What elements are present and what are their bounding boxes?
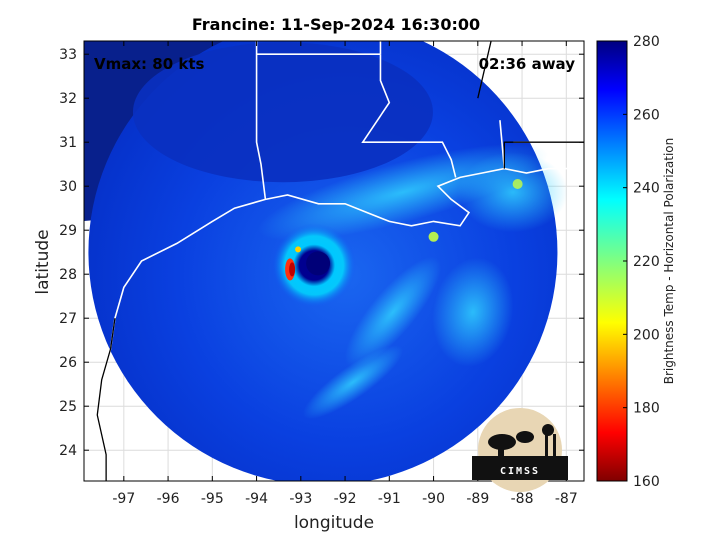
y-tick-label: 24 (59, 443, 77, 459)
colorbar (596, 40, 628, 482)
convective-core-inner (289, 262, 296, 277)
y-tick-label: 32 (59, 91, 77, 107)
state-border (499, 120, 506, 169)
colorbar-label: Brightness Temp - Horizontal Polarizatio… (662, 138, 676, 385)
storm-eye (306, 251, 331, 276)
x-tick-label: -91 (378, 491, 401, 507)
cimss-logo-text: CIMSS (500, 466, 540, 477)
y-tick-label: 30 (59, 179, 77, 195)
microwave-swath (84, 41, 568, 481)
y-tick-label: 25 (59, 399, 77, 415)
colorbar-tick-label: 200 (633, 327, 660, 343)
x-tick-label: -95 (201, 491, 224, 507)
y-tick-label: 27 (59, 311, 77, 327)
map-outline (503, 141, 584, 169)
x-axis-ticks: -97 -96 -95 -94 -93 -92 -91 -90 -89 -88 -87 (112, 41, 578, 507)
plot-area (84, 41, 584, 481)
colorbar-tick-label: 280 (633, 34, 660, 50)
x-tick-label: -87 (555, 491, 578, 507)
convective-spot (428, 231, 439, 242)
rain-band (302, 345, 403, 420)
chart-title: Francine: 11-Sep-2024 16:30:00 (192, 15, 480, 34)
axes-frame (83, 40, 585, 482)
coastline (96, 41, 584, 481)
colorbar-tick-label: 240 (633, 181, 660, 197)
colorbar-tick-label: 220 (633, 254, 660, 270)
rain-band (344, 256, 441, 368)
colorbar-tick-label: 260 (633, 107, 660, 123)
y-tick-label: 31 (59, 135, 77, 151)
land-region (132, 42, 433, 183)
y-axis-ticks: 24 25 26 27 28 29 30 31 32 33 (59, 47, 584, 459)
colorbar-tick-label: 160 (633, 474, 660, 490)
colorbar-ticks: 160 180 200 220 240 260 280 (623, 34, 660, 490)
x-tick-label: -97 (112, 491, 135, 507)
x-tick-label: -92 (334, 491, 357, 507)
x-tick-label: -90 (422, 491, 445, 507)
y-tick-label: 29 (59, 223, 77, 239)
rain-band (457, 152, 568, 233)
x-tick-label: -89 (466, 491, 489, 507)
y-tick-label: 26 (59, 355, 77, 371)
x-tick-label: -93 (289, 491, 312, 507)
cimss-logo: CIMSS (472, 408, 568, 492)
map-outline (477, 41, 492, 99)
y-axis-label: latitude (33, 229, 53, 294)
convective-spot (295, 246, 302, 253)
y-tick-label: 33 (59, 47, 77, 63)
colorbar-tick-label: 180 (633, 401, 660, 417)
rain-band (432, 257, 514, 367)
map-outline (96, 318, 116, 481)
coastline-path (96, 167, 576, 455)
time-away-annotation: 02:36 away (479, 55, 576, 73)
x-tick-label: -94 (245, 491, 268, 507)
y-tick-label: 28 (59, 267, 77, 283)
x-tick-label: -88 (511, 491, 534, 507)
x-tick-label: -96 (157, 491, 180, 507)
vmax-annotation: Vmax: 80 kts (94, 55, 204, 73)
convective-spot (512, 179, 523, 189)
state-border (361, 54, 457, 178)
state-border (255, 41, 267, 200)
x-axis-label: longitude (294, 513, 374, 533)
